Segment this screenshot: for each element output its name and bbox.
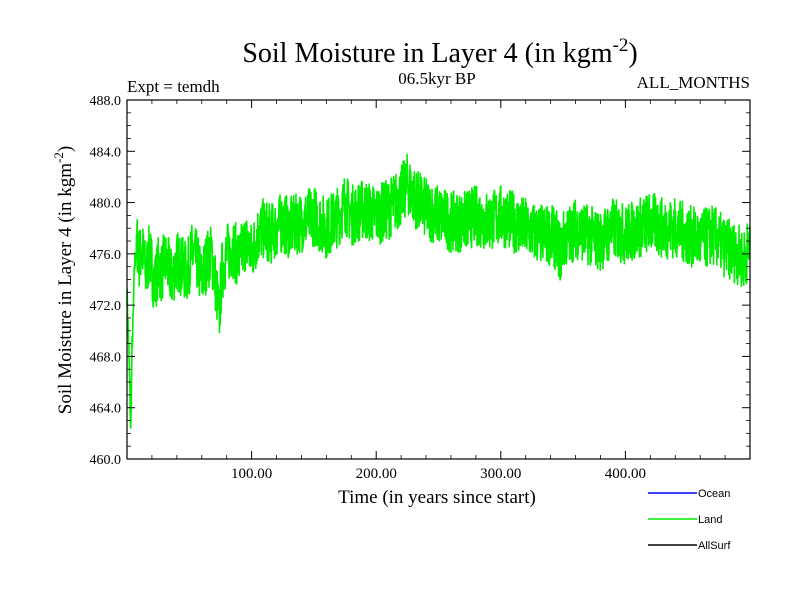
y-axis-label-sup: -2: [51, 152, 66, 163]
chart-title: Soil Moisture in Layer 4 (in kgm-2): [242, 35, 637, 69]
plot-area: 460.0 464.0 468.0 472.0 476.0 480.0 484.0 488.0…: [90, 94, 751, 482]
y-tick-label: 460.0: [90, 453, 122, 468]
y-tick-label: 464.0: [90, 402, 122, 417]
y-axis-label-close: ): [55, 146, 76, 152]
chart-title-main: Soil Moisture in Layer 4 (in kgm: [242, 38, 612, 69]
chart-title-sup: -2: [613, 35, 629, 56]
y-tick-label: 476.0: [90, 248, 122, 263]
series-line-land: [126, 153, 751, 429]
x-axis-label: Time (in years since start): [338, 487, 536, 508]
subtitle-left: Expt = temdh: [127, 77, 220, 96]
legend-label-land: Land: [698, 514, 722, 526]
y-axis-label: Soil Moisture in Layer 4 (in kgm-2): [51, 146, 76, 414]
y-tick-label: 472.0: [90, 299, 122, 314]
legend-label-allsurf: AllSurf: [698, 540, 731, 552]
y-tick-label: 480.0: [90, 197, 122, 212]
x-tick-label: 300.00: [480, 466, 521, 482]
subtitle-center: 06.5kyr BP: [398, 69, 475, 88]
x-tick-label: 100.00: [231, 466, 272, 482]
legend-label-ocean: Ocean: [698, 488, 730, 500]
x-tick-label: 400.00: [605, 466, 646, 482]
y-axis-label-main: Soil Moisture in Layer 4 (in kgm: [55, 163, 76, 414]
y-tick-label: 484.0: [90, 145, 122, 160]
y-tick-label: 468.0: [90, 350, 122, 365]
y-tick-label: 488.0: [90, 94, 122, 109]
legend: Ocean Land AllSurf: [648, 488, 731, 552]
x-tick-label: 200.00: [356, 466, 397, 482]
subtitle-right: ALL_MONTHS: [637, 73, 750, 92]
chart-title-close: ): [628, 38, 637, 69]
